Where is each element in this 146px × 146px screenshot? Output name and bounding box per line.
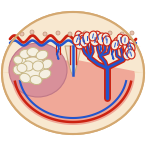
Polygon shape xyxy=(2,73,144,134)
Ellipse shape xyxy=(17,64,27,73)
Circle shape xyxy=(108,31,112,35)
Ellipse shape xyxy=(20,73,30,83)
Ellipse shape xyxy=(14,56,22,64)
Ellipse shape xyxy=(121,35,129,45)
Ellipse shape xyxy=(90,34,100,46)
Ellipse shape xyxy=(11,30,135,126)
Ellipse shape xyxy=(89,31,97,41)
Ellipse shape xyxy=(22,61,33,71)
Circle shape xyxy=(43,32,47,36)
Polygon shape xyxy=(2,12,144,73)
Ellipse shape xyxy=(125,46,133,56)
Ellipse shape xyxy=(123,50,131,60)
Ellipse shape xyxy=(75,31,83,43)
Ellipse shape xyxy=(113,37,123,49)
Ellipse shape xyxy=(102,33,110,43)
Ellipse shape xyxy=(20,49,31,59)
Circle shape xyxy=(68,32,72,36)
Ellipse shape xyxy=(80,35,88,45)
Ellipse shape xyxy=(42,59,52,69)
Ellipse shape xyxy=(36,50,48,60)
Circle shape xyxy=(120,32,124,36)
Ellipse shape xyxy=(73,35,81,45)
Ellipse shape xyxy=(19,57,47,83)
Ellipse shape xyxy=(9,43,67,97)
Ellipse shape xyxy=(127,43,135,53)
Ellipse shape xyxy=(78,33,88,45)
Circle shape xyxy=(96,32,100,36)
Ellipse shape xyxy=(13,65,23,75)
Ellipse shape xyxy=(94,31,102,43)
Circle shape xyxy=(20,32,24,36)
Circle shape xyxy=(56,31,60,35)
Ellipse shape xyxy=(75,37,85,49)
Ellipse shape xyxy=(97,33,107,45)
Ellipse shape xyxy=(33,61,44,71)
Ellipse shape xyxy=(111,40,119,50)
Circle shape xyxy=(130,31,134,35)
Ellipse shape xyxy=(30,75,42,85)
Ellipse shape xyxy=(103,36,111,46)
Ellipse shape xyxy=(39,69,51,79)
Ellipse shape xyxy=(14,56,26,66)
Ellipse shape xyxy=(27,47,39,57)
Ellipse shape xyxy=(2,12,144,134)
Circle shape xyxy=(30,30,34,34)
Circle shape xyxy=(83,31,87,35)
Ellipse shape xyxy=(83,32,91,44)
Ellipse shape xyxy=(80,37,88,47)
Ellipse shape xyxy=(126,39,134,49)
Ellipse shape xyxy=(127,49,135,59)
Polygon shape xyxy=(65,46,81,76)
Ellipse shape xyxy=(117,34,125,46)
Ellipse shape xyxy=(123,40,133,52)
